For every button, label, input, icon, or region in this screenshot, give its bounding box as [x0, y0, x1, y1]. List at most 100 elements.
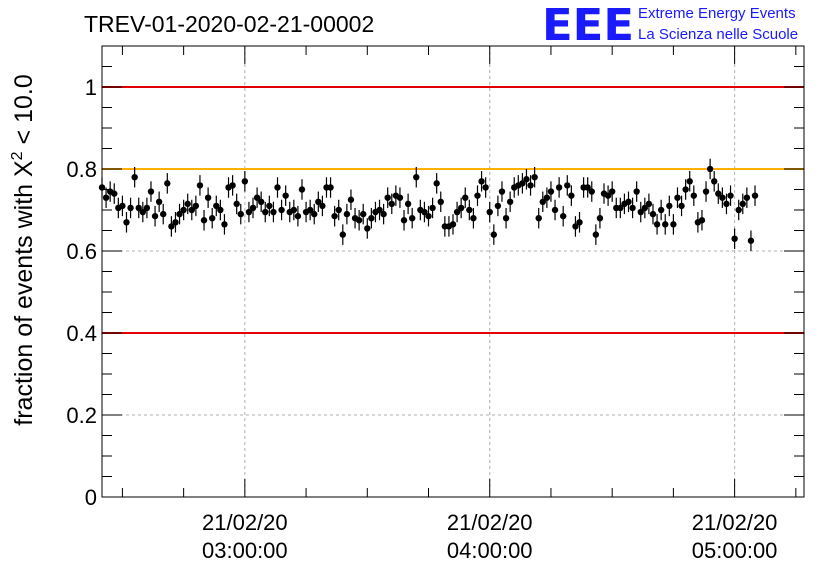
data-point [155, 198, 163, 205]
data-point [204, 194, 212, 201]
data-point [551, 206, 559, 214]
data-point [498, 188, 506, 195]
data-point [678, 202, 685, 210]
data-point [572, 223, 579, 230]
data-point [119, 202, 126, 210]
data-point [335, 206, 342, 214]
data-point [102, 194, 110, 201]
data-point [164, 180, 171, 187]
data-point [731, 235, 738, 242]
data-point [172, 219, 179, 226]
data-point [576, 219, 583, 226]
data-point [682, 186, 689, 193]
eee-logo: EEE Extreme Energy Events La Scienza nel… [542, 0, 798, 51]
data-point [711, 178, 718, 185]
data-point [380, 210, 387, 218]
data-point [535, 215, 542, 222]
data-point [221, 221, 228, 228]
data-point [608, 188, 616, 195]
data-point [315, 198, 322, 205]
data-point [690, 192, 698, 199]
data-point [306, 206, 314, 214]
data-point [160, 210, 167, 218]
data-point [143, 204, 151, 212]
data-point [196, 182, 204, 189]
logo-mark: EEE [542, 0, 634, 51]
chart-title: TREV-01-2020-02-21-00002 [84, 11, 374, 37]
data-point [245, 208, 253, 216]
data-point [490, 231, 498, 238]
data-point [233, 200, 240, 208]
data-point [457, 204, 465, 212]
data-point [747, 237, 755, 244]
data-point [282, 192, 289, 199]
y-tick-labels: 0 0.2 0.4 0.6 0.8 1 [66, 75, 97, 510]
y-axis-label-sup: 2 [9, 151, 26, 160]
axes [101, 45, 805, 498]
data-point [249, 204, 257, 212]
data-point [270, 208, 277, 216]
x-tick-time-0: 03:00:00 [202, 538, 288, 563]
data-point [188, 206, 195, 214]
reference-lines [102, 86, 804, 334]
data-point [625, 198, 632, 205]
data-point [111, 190, 118, 197]
data-point [266, 202, 273, 210]
data-point [596, 215, 604, 222]
data-point [543, 194, 551, 201]
data-points [98, 158, 759, 251]
data-point [482, 184, 489, 191]
data-point [715, 190, 722, 197]
data-point [474, 192, 481, 199]
data-point [633, 188, 640, 195]
x-tick-date-0: 21/02/20 [202, 510, 288, 535]
logo-line-1: Extreme Energy Events [638, 5, 796, 22]
x-tick-time-2: 05:00:00 [692, 538, 778, 563]
data-point [657, 206, 665, 214]
data-point [355, 217, 363, 224]
x-tick-date-1: 21/02/20 [447, 510, 533, 535]
data-point [184, 200, 191, 208]
data-point [653, 221, 661, 228]
data-point [437, 198, 444, 205]
data-point [568, 192, 575, 199]
data-point [139, 208, 147, 216]
data-point [649, 210, 657, 218]
data-point [127, 204, 134, 212]
data-point [686, 178, 693, 185]
x-tick-time-1: 04:00:00 [447, 538, 533, 563]
data-point [564, 182, 571, 189]
data-point [131, 174, 138, 181]
data-point [147, 188, 155, 195]
x-tick-date-2: 21/02/20 [692, 510, 778, 535]
data-point [339, 231, 347, 238]
y-tick-label-3: 0.6 [66, 239, 97, 264]
data-point [486, 208, 493, 216]
data-point [400, 217, 408, 224]
data-point [294, 212, 302, 220]
data-point [364, 225, 371, 232]
data-point [319, 202, 326, 210]
data-point [739, 200, 746, 208]
grid-lines [102, 46, 804, 497]
data-point [331, 212, 338, 220]
plot-frame [101, 45, 805, 498]
data-point [666, 202, 673, 210]
y-tick-label-2: 0.4 [66, 321, 97, 346]
data-point [584, 184, 591, 191]
data-point [408, 215, 416, 222]
data-point [592, 231, 600, 238]
data-point [751, 192, 759, 199]
data-point [531, 174, 538, 181]
data-point [192, 202, 200, 210]
data-point [404, 200, 412, 208]
data-point [453, 208, 461, 216]
data-point [368, 215, 375, 222]
data-point [298, 186, 306, 193]
data-point [702, 188, 710, 195]
data-point [253, 194, 261, 201]
data-point [723, 200, 730, 208]
data-point [327, 184, 334, 191]
data-point [527, 182, 534, 189]
data-point [494, 202, 502, 210]
